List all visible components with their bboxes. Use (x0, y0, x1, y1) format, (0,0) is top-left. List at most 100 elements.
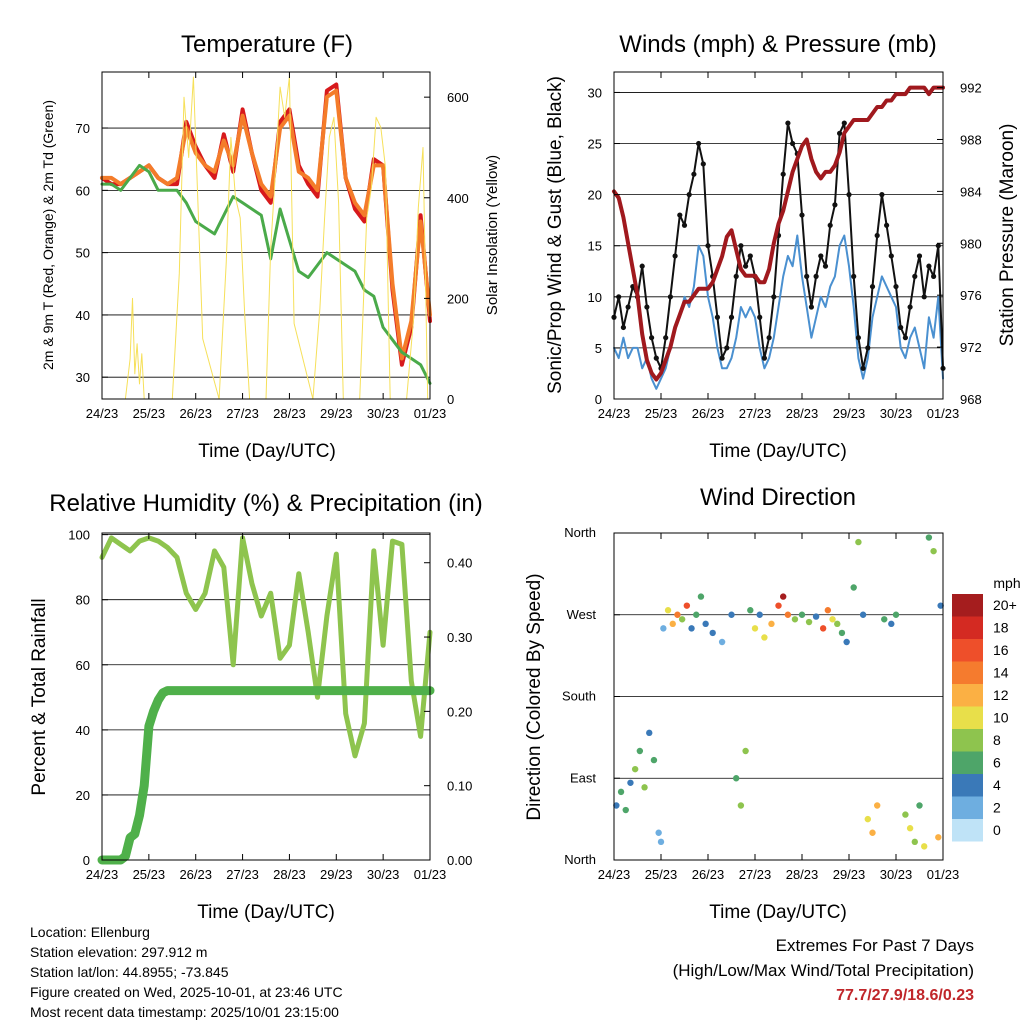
dir-point (888, 620, 895, 628)
colorbar-swatch (952, 661, 983, 684)
dir-xtick-label: 24/23 (598, 867, 631, 882)
temp-y2tick-label: 0 (447, 392, 454, 407)
dir-point (881, 616, 888, 623)
wind-gust-point (686, 192, 692, 198)
wind-gust-point (860, 365, 866, 371)
wind-xtick-label: 24/23 (598, 406, 631, 421)
wind-gust-point (813, 273, 819, 279)
rh-ytick-label: 60 (76, 658, 90, 673)
dir-ylabel: Direction (Colored By Speed) (524, 573, 545, 820)
wind-gust-point (808, 304, 815, 310)
dir-ytick-label: East (570, 770, 596, 785)
wind-gust-point (696, 140, 702, 147)
wind-y2tick-label: 992 (960, 81, 982, 96)
colorbar-swatch (952, 796, 983, 819)
wind-gust-point (780, 171, 786, 177)
wind-gust-point (681, 222, 688, 228)
wind-xtick-label: 29/23 (833, 406, 866, 421)
dir-ytick-label: North (564, 852, 596, 867)
rh-xtick-label: 26/23 (179, 867, 212, 882)
dir-point (674, 611, 681, 618)
dir-point (655, 829, 662, 836)
extremes-box: Extremes For Past 7 Days (High/Low/Max W… (673, 933, 974, 1008)
dir-point (791, 616, 799, 623)
rh-y2tick-label: 0.20 (447, 704, 472, 719)
dir-xtick-label: 28/23 (786, 867, 819, 882)
wind-ytick-label: 25 (588, 137, 602, 152)
wind-ylabel: Sonic/Prop Wind & Gust (Blue, Black) (545, 76, 566, 394)
dir-ytick-label: South (562, 689, 596, 704)
temp-frame (101, 71, 431, 400)
recent-timestamp: Most recent data timestamp: 2025/10/01 2… (30, 1004, 339, 1020)
dir-xtick-label: 26/23 (692, 867, 725, 882)
dir-point (617, 788, 625, 796)
dir-point (751, 625, 759, 632)
dir-point (902, 811, 909, 818)
rh-xlabel: Time (Day/UTC) (197, 902, 335, 923)
dir-point (627, 779, 634, 786)
dir-point (864, 815, 871, 823)
dir-point (916, 802, 923, 809)
wind-gust-point (874, 232, 880, 239)
colorbar-label: 8 (993, 732, 1001, 748)
colorbar-swatch (952, 706, 983, 729)
dir-point (646, 729, 653, 737)
colorbar-swatch (952, 616, 983, 639)
dir-point (874, 802, 881, 809)
dir-point (768, 620, 775, 628)
wind-y2tick-label: 976 (960, 288, 982, 303)
wind-gust-point (837, 130, 843, 136)
wind-xtick-label: 28/23 (786, 406, 819, 421)
wind-ytick-label: 10 (588, 290, 602, 305)
wind-gust-point (733, 273, 739, 279)
extremes-title: Extremes For Past 7 Days (775, 936, 974, 955)
wind-gust-point (869, 283, 876, 290)
wind-gust-point (705, 243, 711, 249)
wind-gust-point (761, 355, 768, 361)
wind-gust-point (893, 283, 899, 290)
wind-gust-point (728, 314, 735, 320)
dir-point (742, 747, 749, 755)
dir-point (657, 838, 665, 846)
colorbar-swatch (952, 774, 983, 797)
wind-xtick-label: 30/23 (880, 406, 913, 421)
temp-title: Temperature (F) (181, 31, 353, 58)
temp-series-2m-td (100, 163, 432, 385)
wind-gust-point (663, 335, 669, 341)
rh-ytick-label: 80 (76, 593, 90, 608)
dir-point (631, 765, 639, 773)
station-location: Location: Ellenburg (30, 924, 150, 940)
wind-gust-point (832, 202, 838, 208)
wind-gust-point (771, 294, 777, 300)
colorbar-swatch (952, 729, 983, 752)
temp-xtick-label: 27/23 (226, 406, 259, 421)
rh-ytick-label: 100 (68, 528, 90, 543)
rh-series-total-rainfall (97, 686, 435, 865)
dir-point (737, 802, 745, 809)
temp-xtick-label: 26/23 (179, 406, 212, 421)
temp-series-solar-insolation (124, 76, 429, 400)
dir-xlabel: Time (Day/UTC) (709, 902, 847, 923)
station-info: Location: Ellenburg Station elevation: 2… (30, 922, 343, 1022)
dir-point (650, 756, 658, 764)
wind-gust-point (846, 192, 852, 198)
wind-gust-point (841, 120, 847, 126)
dir-point (669, 620, 676, 628)
rh-plot: 24/23 25/23 26/23 27/23 28/23 29/23 30/23 01/23… (68, 528, 472, 882)
wind-gust-point (667, 294, 674, 300)
wind-gust-point (672, 253, 678, 259)
wind-gust-point (926, 263, 932, 269)
colorbar-swatch (952, 594, 983, 617)
temp-ylabel: 2m & 9m T (Red, Orange) & 2m Td (Green) (40, 100, 56, 370)
dir-xtick-label: 29/23 (833, 867, 866, 882)
temp-series-9m-t (100, 88, 432, 361)
wind-gust-point (677, 212, 683, 218)
rh-ytick-label: 20 (76, 788, 90, 803)
dir-point (859, 611, 867, 618)
dir-point (747, 607, 754, 614)
dir-point (697, 593, 705, 600)
rh-xtick-label: 01/23 (414, 867, 447, 882)
dir-point (869, 829, 876, 836)
colorbar-label: 2 (993, 800, 1001, 816)
wind-gust-point (714, 314, 721, 320)
